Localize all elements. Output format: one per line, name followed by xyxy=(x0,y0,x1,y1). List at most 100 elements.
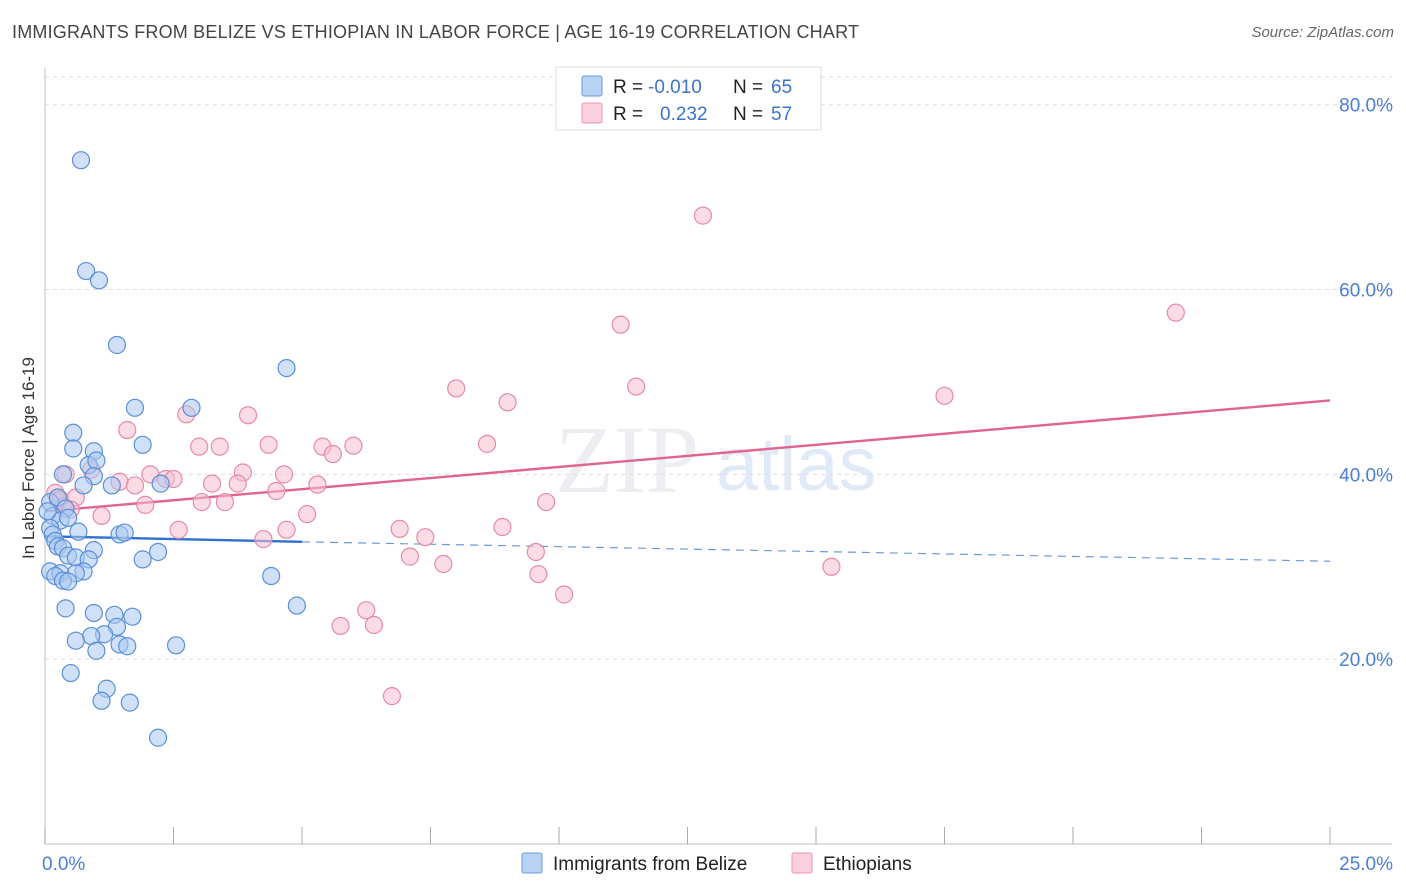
point-belize-62 xyxy=(120,693,139,712)
point-ethiopians-49 xyxy=(400,547,420,566)
point-ethiopians-54 xyxy=(357,601,376,620)
point-ethiopians-6 xyxy=(498,393,517,412)
point-ethiopians-0 xyxy=(693,206,713,225)
point-ethiopians-2 xyxy=(611,315,630,334)
point-belize-15 xyxy=(74,476,93,495)
point-ethiopians-50 xyxy=(434,554,453,574)
bottom-legend: Immigrants from Belize Ethiopians xyxy=(521,852,912,875)
point-ethiopians-16 xyxy=(323,444,342,464)
point-belize-58 xyxy=(87,641,106,660)
point-ethiopians-46 xyxy=(416,528,435,547)
point-belize-49 xyxy=(123,607,142,626)
point-belize-37 xyxy=(133,550,152,569)
point-ethiopians-40 xyxy=(92,506,111,526)
legend-swatch-belize xyxy=(581,75,603,97)
point-ethiopians-55 xyxy=(331,616,350,636)
point-belize-9 xyxy=(64,439,83,458)
point-belize-57 xyxy=(166,636,186,655)
trend-line-belize-extrapolated xyxy=(301,541,1331,562)
legend-ethiopian-r-value: 0.232 xyxy=(660,104,708,125)
point-ethiopians-45 xyxy=(390,519,409,538)
y-tick-labels: 20.0% 40.0% 60.0% 80.0% xyxy=(1339,96,1393,671)
axes xyxy=(44,68,1392,845)
point-belize-0 xyxy=(71,151,91,170)
source-label: Source: ZipAtlas.com xyxy=(1251,24,1394,41)
point-ethiopians-53 xyxy=(555,585,574,604)
legend-belize-r-label: R = xyxy=(613,77,643,98)
point-ethiopians-42 xyxy=(493,517,512,537)
point-belize-28 xyxy=(115,523,134,542)
bottom-legend-ethiopian: Ethiopians xyxy=(823,854,912,875)
stats-legend: R = -0.010 N = 65 R = 0.232 N = 57 xyxy=(555,66,822,131)
point-belize-45 xyxy=(262,566,281,586)
point-ethiopians-21 xyxy=(274,465,294,484)
point-ethiopians-3 xyxy=(626,377,646,396)
legend-belize-r-value: -0.010 xyxy=(648,77,702,98)
point-belize-23 xyxy=(59,508,78,527)
point-belize-13 xyxy=(53,465,73,484)
legend-ethiopian-n-label: N = xyxy=(733,104,763,125)
legend-belize-n-label: N = xyxy=(733,77,763,98)
point-ethiopians-47 xyxy=(254,529,273,549)
point-belize-4 xyxy=(277,358,296,378)
point-belize-17 xyxy=(151,474,170,493)
point-ethiopians-9 xyxy=(118,420,137,440)
point-ethiopians-34 xyxy=(192,492,211,512)
point-ethiopians-12 xyxy=(210,437,229,456)
point-ethiopians-41 xyxy=(298,504,317,524)
trend-line-ethiopians xyxy=(44,399,1331,513)
point-ethiopians-36 xyxy=(537,492,556,512)
legend-swatch-ethiopian xyxy=(581,102,603,124)
watermark-atlas: atlas xyxy=(716,422,877,507)
legend-ethiopian-n-value: 57 xyxy=(771,104,792,125)
point-belize-3 xyxy=(107,335,127,355)
point-belize-44 xyxy=(59,572,78,591)
watermark: ZIP atlas xyxy=(555,406,877,513)
point-belize-56 xyxy=(118,637,137,656)
x-tick-labels: 0.0% 25.0% xyxy=(42,854,1393,875)
y-tick-label-80: 80.0% xyxy=(1339,96,1393,117)
point-belize-26 xyxy=(69,522,88,541)
point-ethiopians-35 xyxy=(215,492,234,512)
point-belize-47 xyxy=(84,603,103,623)
point-ethiopians-33 xyxy=(267,481,286,501)
y-axis-label: In Labor Force | Age 16-19 xyxy=(19,357,38,559)
x-tick-label-max: 25.0% xyxy=(1339,854,1393,875)
point-belize-64 xyxy=(38,502,57,521)
point-ethiopians-57 xyxy=(382,687,402,706)
legend-belize-n-value: 65 xyxy=(771,77,792,98)
point-ethiopians-43 xyxy=(169,520,188,539)
point-ethiopians-44 xyxy=(277,520,296,539)
point-belize-7 xyxy=(64,423,83,442)
point-belize-16 xyxy=(102,476,121,495)
point-ethiopians-56 xyxy=(364,615,384,635)
point-belize-8 xyxy=(133,435,152,454)
y-tick-label-20: 20.0% xyxy=(1339,650,1393,671)
point-ethiopians-11 xyxy=(190,437,209,456)
point-ethiopians-27 xyxy=(228,474,247,493)
point-belize-59 xyxy=(61,663,80,683)
point-belize-12 xyxy=(87,451,106,470)
point-ethiopians-52 xyxy=(529,565,548,584)
y-tick-label-60: 60.0% xyxy=(1339,281,1393,302)
bottom-legend-belize: Immigrants from Belize xyxy=(553,854,747,875)
point-belize-6 xyxy=(182,398,201,417)
point-ethiopians-13 xyxy=(259,435,278,454)
bottom-legend-swatch-ethiopian xyxy=(791,852,813,874)
point-ethiopians-25 xyxy=(125,476,145,495)
point-ethiopians-15 xyxy=(344,436,363,455)
point-ethiopians-4 xyxy=(447,379,466,398)
point-ethiopians-26 xyxy=(202,474,222,493)
point-belize-5 xyxy=(125,398,145,417)
point-belize-61 xyxy=(92,691,111,710)
point-belize-46 xyxy=(56,599,75,618)
point-belize-2 xyxy=(89,271,109,290)
point-ethiopians-48 xyxy=(526,542,545,562)
y-tick-label-40: 40.0% xyxy=(1339,465,1393,486)
point-belize-1 xyxy=(77,261,96,281)
legend-ethiopian-r-label: R = xyxy=(613,104,643,125)
point-belize-33 xyxy=(148,542,168,562)
gridlines xyxy=(45,76,1392,660)
bottom-legend-swatch-belize xyxy=(521,852,543,874)
